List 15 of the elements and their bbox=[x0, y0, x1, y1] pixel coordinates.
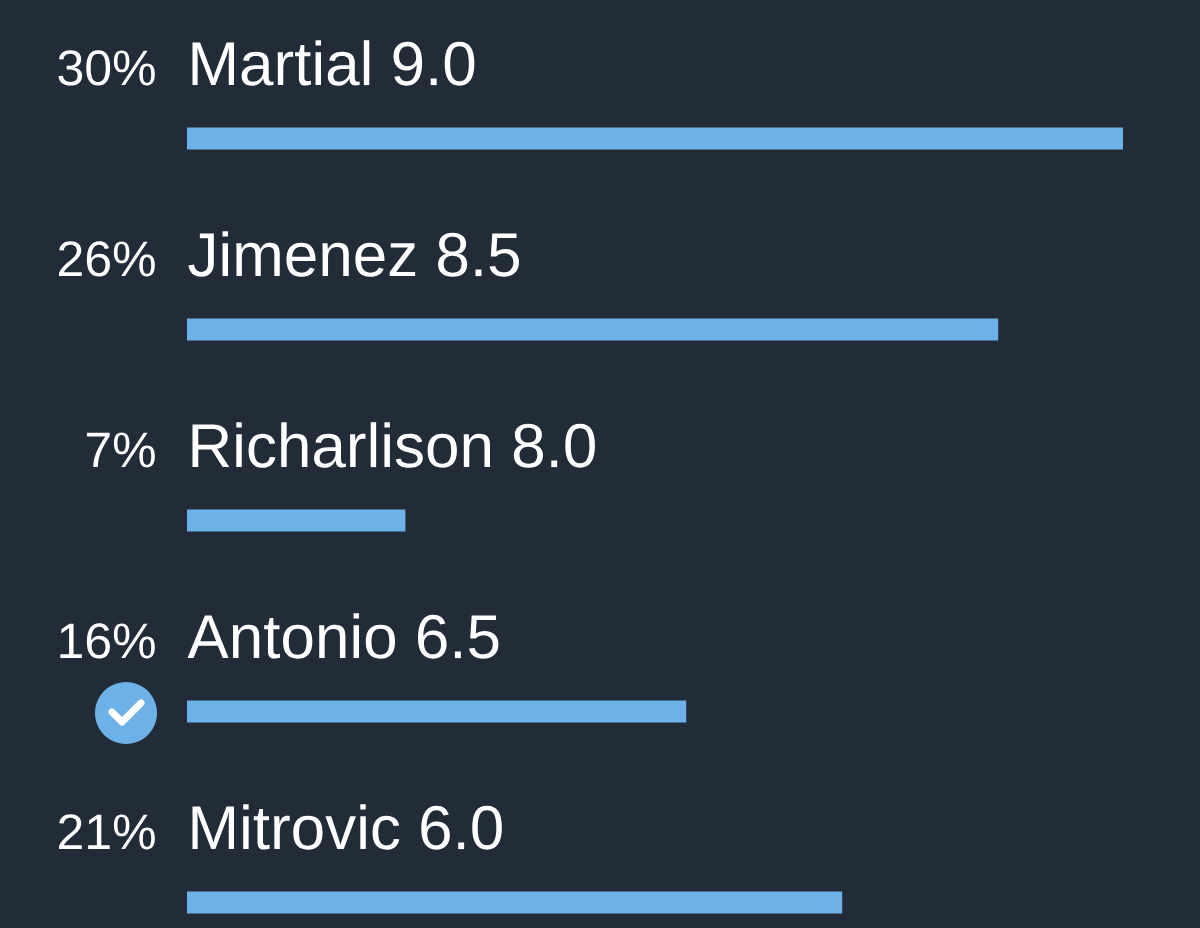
bar bbox=[187, 891, 843, 914]
y-tick-label: Jimenez 8.5 bbox=[188, 231, 519, 277]
bar bbox=[187, 318, 999, 341]
y-tick-label: Richarlison 8.0 bbox=[192, 422, 595, 468]
y-tick-label: Mitrovic 6.0 bbox=[192, 804, 502, 850]
y-tick-label: Martial 9.0 bbox=[192, 40, 475, 86]
data-label: 16% bbox=[60, 623, 155, 659]
y-tick-label: Antonio 6.5 bbox=[187, 613, 499, 659]
bar bbox=[187, 509, 406, 532]
data-label: 30% bbox=[58, 50, 155, 86]
bar bbox=[187, 127, 1124, 150]
data-label: 21% bbox=[59, 814, 155, 850]
data-label: 7% bbox=[86, 432, 155, 468]
data-label: 26% bbox=[59, 241, 155, 277]
bar bbox=[187, 700, 687, 723]
